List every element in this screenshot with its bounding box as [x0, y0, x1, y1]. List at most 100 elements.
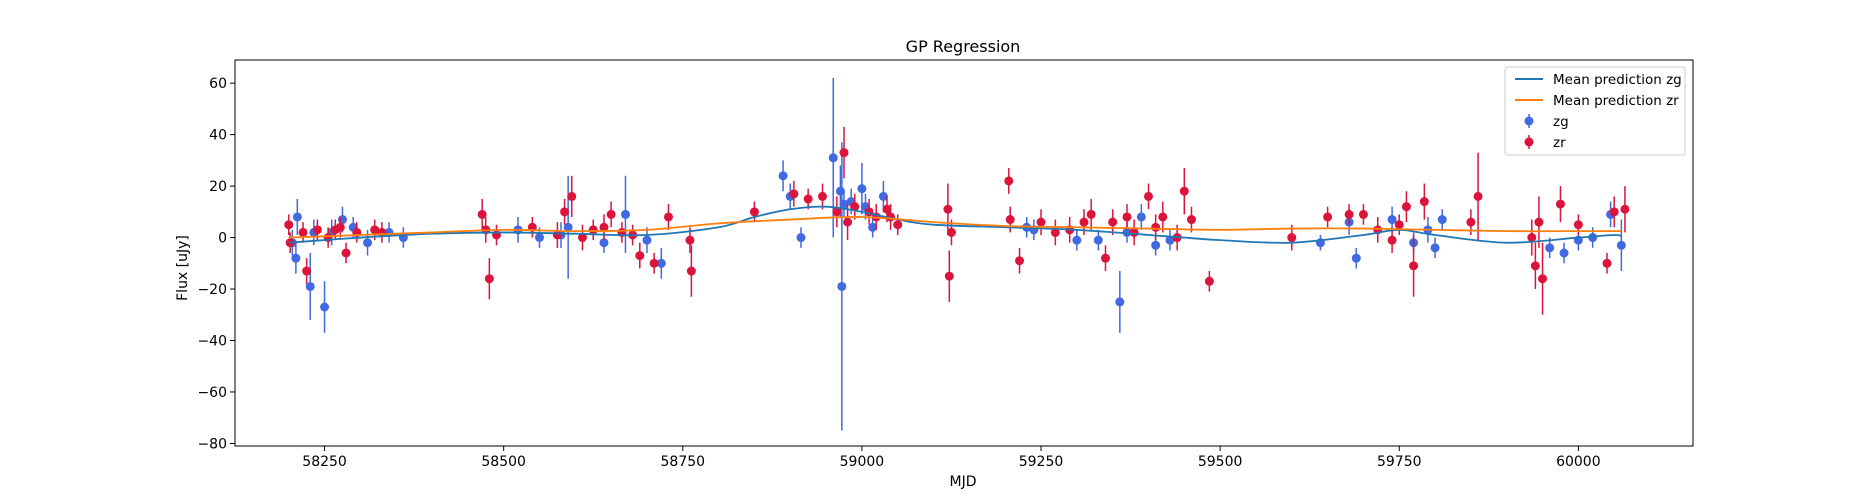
zr-point: [749, 207, 759, 217]
zr-point: [1534, 217, 1544, 227]
zr-point: [1050, 227, 1060, 237]
y-tick-label: 60: [209, 76, 227, 92]
zg-point: [320, 302, 330, 312]
zr-point: [1186, 215, 1196, 225]
y-tick-label: −40: [197, 333, 227, 349]
zr-point: [1527, 233, 1537, 243]
zr-point: [1387, 235, 1397, 245]
zg-point: [656, 258, 666, 268]
zg-point: [1430, 243, 1440, 253]
zr-point: [1101, 253, 1111, 263]
zr-point: [1151, 222, 1161, 232]
zr-point: [843, 217, 853, 227]
zr-point: [606, 209, 616, 219]
zg-point: [868, 222, 878, 232]
x-axis-ticks: 58250 58500 58750 59000 59250 59500 59750 60000: [302, 446, 1601, 470]
zr-point: [284, 220, 294, 230]
zg-point: [599, 238, 609, 248]
zr-point: [477, 209, 487, 219]
zr-point: [1466, 217, 1476, 227]
zr-point: [944, 271, 954, 281]
zr-point: [1005, 215, 1015, 225]
zg-point: [1588, 233, 1598, 243]
legend-box: [1504, 66, 1686, 156]
zg-point: [1072, 235, 1082, 245]
x-tick-label: 60000: [1556, 454, 1601, 470]
legend-swatch-marker: [1524, 116, 1534, 126]
zg-point: [1351, 253, 1361, 263]
zr-point: [1344, 209, 1354, 219]
zr-point: [1079, 217, 1089, 227]
zr-point: [312, 225, 322, 235]
zg-point: [878, 191, 888, 201]
zr-point: [882, 204, 892, 214]
y-tick-label: 20: [209, 179, 227, 195]
zr-point: [1004, 176, 1014, 186]
x-tick-label: 59750: [1377, 454, 1422, 470]
zr-point: [1129, 227, 1139, 237]
zr-point: [298, 227, 308, 237]
y-tick-label: −60: [197, 385, 227, 401]
zr-point: [567, 191, 577, 201]
zg-point: [796, 233, 806, 243]
zg-point: [835, 186, 845, 196]
zr-point: [335, 222, 345, 232]
zr-point: [1204, 276, 1214, 286]
zr-point: [1036, 217, 1046, 227]
zg-point: [1387, 215, 1397, 225]
legend-swatch-marker: [1524, 137, 1534, 147]
zr-point: [685, 235, 695, 245]
zr-point: [1473, 191, 1483, 201]
zr-point: [649, 258, 659, 268]
zr-point: [560, 207, 570, 217]
zr-point: [1122, 212, 1132, 222]
x-tick-label: 59500: [1198, 454, 1243, 470]
zr-point: [943, 204, 953, 214]
zr-point: [1602, 258, 1612, 268]
zg-point: [1151, 240, 1161, 250]
zg-point: [857, 184, 867, 194]
zr-point: [1555, 199, 1565, 209]
zr-point: [341, 248, 351, 258]
zg-point: [534, 233, 544, 243]
zg-point: [1545, 243, 1555, 253]
zg-point: [778, 171, 788, 181]
zg-point: [620, 209, 630, 219]
zr-point: [817, 191, 827, 201]
zg-point: [292, 212, 302, 222]
mean-prediction-zr-line: [288, 216, 1622, 239]
chart-title: GP Regression: [906, 37, 1021, 56]
zr-point: [484, 274, 494, 284]
zr-point: [1086, 209, 1096, 219]
zg-point: [1165, 235, 1175, 245]
data-layer: [284, 78, 1630, 431]
zr-point: [1573, 220, 1583, 230]
zr-point: [1143, 191, 1153, 201]
zr-point: [1287, 233, 1297, 243]
zr-point: [1358, 209, 1368, 219]
zr-point: [1323, 212, 1333, 222]
legend-label: zr: [1553, 135, 1566, 151]
zr-point: [599, 222, 609, 232]
zr-point: [1419, 197, 1429, 207]
zg-point: [1616, 240, 1626, 250]
x-tick-label: 58500: [481, 454, 526, 470]
zr-point: [803, 194, 813, 204]
plot-area: 58250 58500 58750 59000 59250 59500 59750 60000…: [197, 59, 1694, 470]
zr-point: [1538, 274, 1548, 284]
x-tick-label: 58750: [661, 454, 706, 470]
zr-point: [1620, 204, 1630, 214]
zg-point: [1093, 235, 1103, 245]
y-tick-label: −80: [197, 436, 227, 452]
zg-point: [337, 215, 347, 225]
x-tick-label: 59250: [1019, 454, 1064, 470]
x-tick-label: 58250: [302, 454, 347, 470]
zg-point: [1115, 297, 1125, 307]
zr-point: [832, 207, 842, 217]
zr-point: [370, 225, 380, 235]
legend-label: Mean prediction zr: [1553, 93, 1679, 109]
y-axis-label: Flux [uJy]: [175, 235, 191, 301]
zg-point: [363, 238, 373, 248]
y-tick-label: 0: [218, 231, 227, 247]
